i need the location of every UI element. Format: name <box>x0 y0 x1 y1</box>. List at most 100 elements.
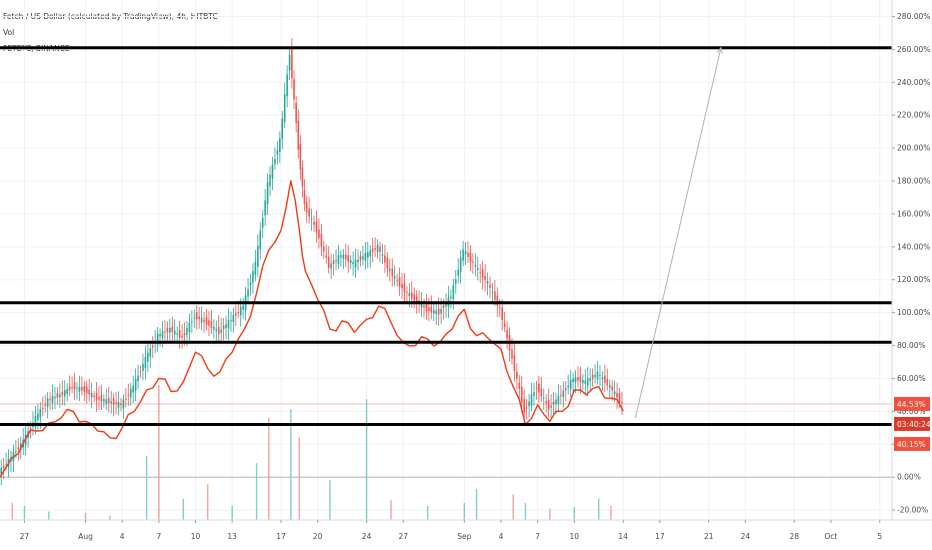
candle-body <box>413 294 416 301</box>
candle-body <box>73 382 76 390</box>
candle-body <box>406 291 408 293</box>
price-axis-label: 160.00% <box>897 209 930 218</box>
candle-body <box>472 261 474 263</box>
candle-body <box>386 257 389 269</box>
volume-bar <box>573 507 576 520</box>
zero-baseline <box>0 403 892 478</box>
candle-body <box>127 394 130 396</box>
candle-body <box>17 447 20 450</box>
candle-body <box>435 310 438 315</box>
candle-body <box>295 103 297 123</box>
price-axis-label: 200.00% <box>897 144 930 153</box>
candle-body <box>310 218 313 220</box>
candle-body <box>388 268 391 271</box>
price-tags: 44.53% 03:40:24 40.15% <box>894 396 931 451</box>
candle-body <box>29 427 32 430</box>
candle-body <box>183 333 186 336</box>
candle-body <box>371 248 374 252</box>
candle-body <box>93 395 95 397</box>
candle-body <box>425 303 428 312</box>
candle-body <box>613 391 616 395</box>
price-axis-label: 120.00% <box>897 275 930 284</box>
candle-body <box>85 386 88 394</box>
candle-body <box>474 264 477 267</box>
candle-body <box>516 371 518 379</box>
candle-body <box>366 252 369 258</box>
candle-body <box>604 375 606 383</box>
price-axis-label: 80.00% <box>897 341 926 350</box>
time-axis-label: 7 <box>535 532 540 541</box>
candle-body <box>217 326 220 335</box>
candle-body <box>582 379 584 384</box>
candle-body <box>525 407 528 409</box>
candle-body <box>156 333 159 345</box>
candle-body <box>44 404 47 406</box>
candle-body <box>232 315 235 323</box>
candle-body <box>345 254 347 260</box>
candle-body <box>247 289 249 297</box>
price-axis-label: 260.00% <box>897 45 930 54</box>
candle-body <box>205 317 208 325</box>
candle-body <box>528 401 530 407</box>
time-axis-label: 27 <box>398 532 408 541</box>
candle-body <box>423 305 425 308</box>
candle-body <box>450 296 452 299</box>
time-axis-label: Sep <box>457 532 471 541</box>
candle-body <box>503 323 506 328</box>
time-axis-label: 4 <box>120 532 125 541</box>
candle-body <box>315 221 318 233</box>
candle-body <box>574 377 577 383</box>
price-axis-label: 180.00% <box>897 177 930 186</box>
volume-bar <box>512 494 514 520</box>
volume-bar <box>598 498 600 520</box>
candle-body <box>230 320 232 322</box>
candle-body <box>398 277 401 287</box>
candle-body <box>325 255 328 258</box>
candle-body <box>308 208 310 217</box>
candle-body <box>68 386 71 391</box>
price-axis-label: 0.00% <box>897 473 921 482</box>
volume-bar <box>463 502 466 520</box>
candle-body <box>579 376 582 383</box>
time-axis-label: 24 <box>362 532 372 541</box>
candle-body <box>88 389 90 395</box>
candle-body <box>496 295 499 306</box>
trend-arrow[interactable] <box>634 46 723 419</box>
trend-arrow-head[interactable] <box>716 46 723 54</box>
candle-body <box>34 415 37 427</box>
trend-arrow-line[interactable] <box>634 47 722 419</box>
volume-bar <box>84 512 87 520</box>
horizontal-levels[interactable] <box>0 46 892 427</box>
candle-body <box>442 305 445 309</box>
candle-body <box>191 321 193 323</box>
candle-body <box>479 271 482 273</box>
candle-body <box>254 261 257 276</box>
candle-body <box>66 388 69 394</box>
candle-body <box>125 398 127 400</box>
candle-body <box>599 375 601 377</box>
volume-bar <box>207 484 209 520</box>
candle-body <box>616 392 618 398</box>
candle-body <box>530 394 533 406</box>
candle-body <box>225 324 227 328</box>
candle-body <box>538 383 540 393</box>
candle-body <box>171 326 174 332</box>
time-axis-label: 27 <box>20 532 30 541</box>
candle-body <box>486 280 489 284</box>
candle-body <box>193 317 196 319</box>
current-price-tag: 44.53% <box>897 400 926 409</box>
countdown-tag-bg <box>894 416 930 431</box>
candle-body <box>432 309 435 314</box>
candle-body <box>540 388 543 397</box>
price-axis[interactable]: 280.00% 260.00% 240.00% 220.00% 200.00% 180.0… <box>892 12 930 515</box>
volume-bar <box>365 399 368 520</box>
candle-body <box>151 346 154 348</box>
volume-bar <box>48 511 50 520</box>
candle-body <box>215 329 218 331</box>
candle-body <box>567 385 569 388</box>
candle-body <box>0 468 3 475</box>
time-axis[interactable]: 27 Aug 4 7 10 13 17 20 24 27 Sep 4 7 10 14 17 21 24 28 Oct 5 <box>20 520 883 541</box>
candle-body <box>542 397 545 399</box>
volume-bar <box>610 505 612 520</box>
